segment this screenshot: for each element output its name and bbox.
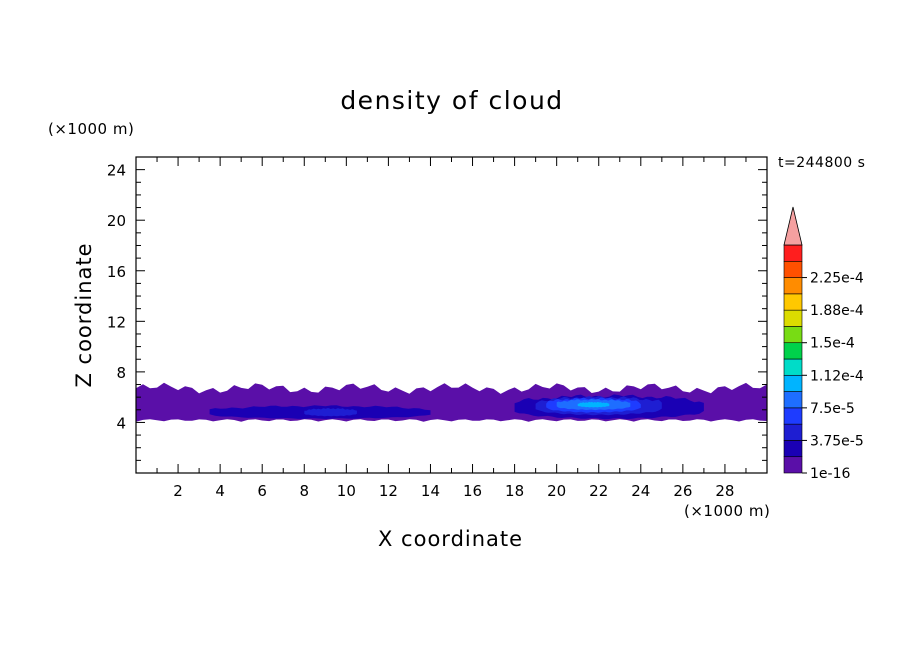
x-tick-label: 10 <box>337 482 356 500</box>
colorbar-label: 1.88e-4 <box>810 303 864 319</box>
y-tick-label: 12 <box>107 313 126 331</box>
x-tick-label: 6 <box>257 482 267 500</box>
colorbar-label: 7.5e-5 <box>810 401 855 417</box>
x-tick-label: 22 <box>589 482 608 500</box>
x-tick-label: 4 <box>215 482 225 500</box>
time-label: t=244800 s <box>778 155 866 171</box>
colorbar-swatch <box>783 326 803 344</box>
colorbar-swatch <box>783 309 803 327</box>
colorbar-swatch <box>783 440 803 458</box>
colorbar-swatch <box>783 260 803 278</box>
y-tick-label: 20 <box>107 212 126 230</box>
cloud-contours <box>136 382 767 422</box>
x-tick-label: 16 <box>463 482 482 500</box>
x-tick-label: 20 <box>547 482 566 500</box>
colorbar-swatch <box>783 293 803 311</box>
colorbar-swatch <box>783 244 803 262</box>
x-axis-label: X coordinate <box>378 527 524 551</box>
plot-frame <box>135 156 768 474</box>
colorbar-label: 1e-16 <box>810 466 850 482</box>
colorbar-label: 2.25e-4 <box>810 271 864 287</box>
y-unit-label: (×1000 m) <box>48 120 135 138</box>
y-tick-label: 24 <box>107 162 126 180</box>
y-tick-label: 8 <box>116 364 126 382</box>
x-tick-label: 14 <box>421 482 440 500</box>
colorbar-swatch <box>783 456 803 474</box>
chart-title: density of cloud <box>340 86 564 115</box>
colorbar-swatch <box>783 423 803 441</box>
y-tick-label: 4 <box>116 414 126 432</box>
cloud-core-level-2 <box>304 408 357 417</box>
colorbar-label: 1.5e-4 <box>810 336 855 352</box>
colorbar-swatch <box>783 407 803 425</box>
x-unit-label: (×1000 m) <box>684 502 771 520</box>
colorbar-swatch <box>783 277 803 295</box>
colorbar-swatch <box>783 391 803 409</box>
x-tick-label: 12 <box>379 482 398 500</box>
colorbar-swatch <box>783 358 803 376</box>
x-tick-label: 28 <box>715 482 734 500</box>
x-tick-label: 2 <box>173 482 183 500</box>
colorbar: 1e-16 3.75e-5 7.5e-5 1.12e-4 1.5e-4 1.88e-4 2.… <box>783 206 864 482</box>
colorbar-swatch <box>783 374 803 392</box>
cloud-core-level-5 <box>577 401 610 408</box>
x-tick-label: 26 <box>673 482 692 500</box>
x-tick-label: 8 <box>299 482 309 500</box>
x-tick-label: 24 <box>631 482 650 500</box>
y-tick-label: 16 <box>107 263 126 281</box>
colorbar-over-arrow <box>783 206 803 246</box>
x-tick-label: 18 <box>505 482 524 500</box>
colorbar-label: 1.12e-4 <box>810 368 864 384</box>
colorbar-swatch <box>783 342 803 360</box>
colorbar-label: 3.75e-5 <box>810 433 864 449</box>
